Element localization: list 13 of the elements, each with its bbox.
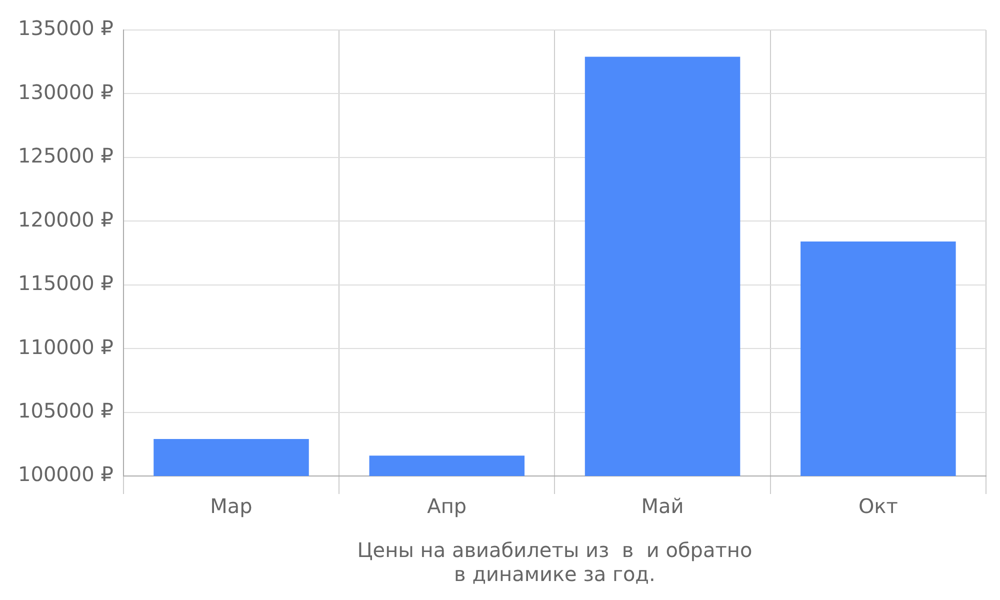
y-tick-label: 125000 ₽	[18, 144, 114, 168]
x-axis-title: Цены на авиабилеты из в и обратно в динамике за год.	[357, 538, 752, 586]
x-tick-label: Мар	[210, 494, 252, 518]
y-tick-label: 100000 ₽	[18, 462, 114, 486]
y-tick-label: 120000 ₽	[18, 207, 114, 232]
x-tick-label: Апр	[427, 494, 467, 518]
y-tick-label: 115000 ₽	[18, 271, 114, 296]
y-tick-label: 110000 ₽	[18, 334, 114, 359]
x-tick-label: Окт	[858, 494, 898, 518]
x-tick-label: Май	[641, 494, 684, 518]
y-tick-label: 105000 ₽	[18, 398, 114, 422]
y-tick-label: 130000 ₽	[18, 80, 114, 104]
y-tick-label: 135000 ₽	[18, 16, 114, 40]
